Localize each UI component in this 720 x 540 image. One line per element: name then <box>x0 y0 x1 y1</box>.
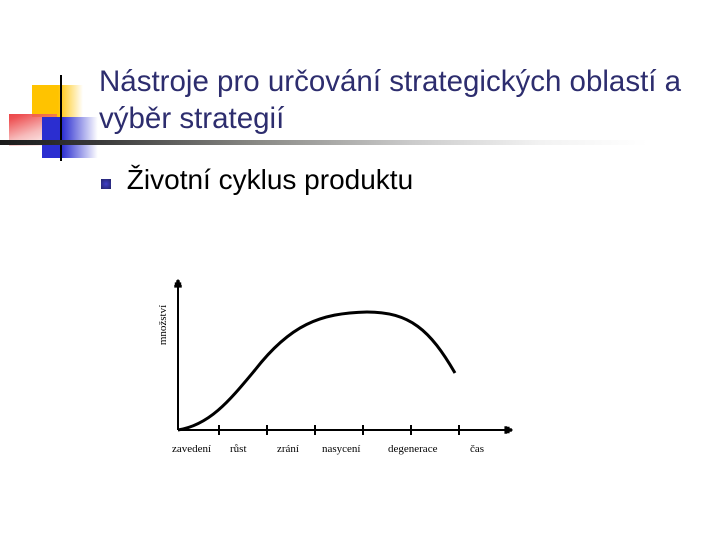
svg-text:množství: množství <box>157 305 169 345</box>
svg-text:zavedení: zavedení <box>172 443 211 455</box>
svg-text:nasycení: nasycení <box>322 443 360 455</box>
svg-text:čas: čas <box>470 443 484 455</box>
svg-text:degenerace: degenerace <box>388 443 438 455</box>
svg-text:růst: růst <box>230 443 247 455</box>
svg-text:zrání: zrání <box>277 443 299 455</box>
